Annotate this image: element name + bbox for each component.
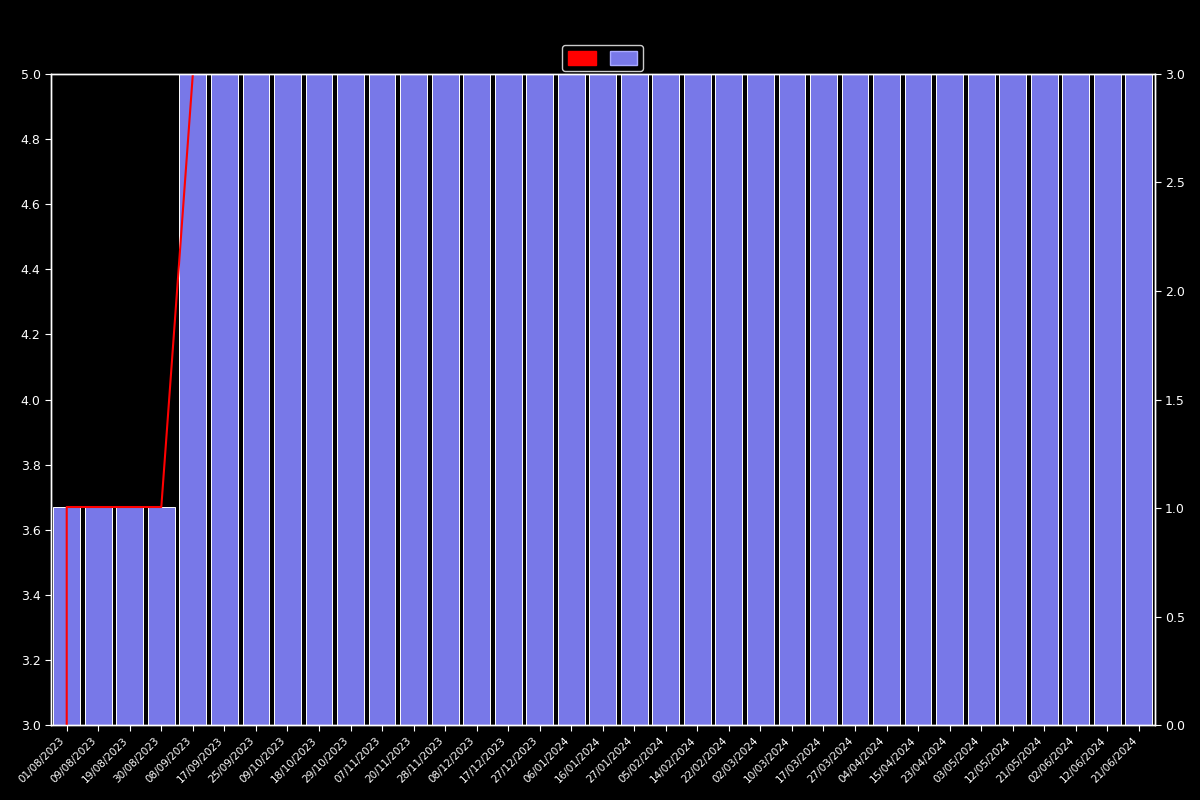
Bar (274, 74, 301, 725)
Bar (494, 74, 522, 725)
Bar (841, 74, 869, 725)
Bar (1000, 74, 1026, 725)
Bar (337, 74, 364, 725)
Bar (620, 74, 648, 725)
Bar (148, 507, 175, 725)
Bar (242, 74, 269, 725)
Bar (653, 74, 679, 725)
Bar (684, 74, 710, 725)
Bar (748, 74, 774, 725)
Bar (400, 74, 427, 725)
Bar (1094, 74, 1121, 725)
Bar (116, 507, 143, 725)
Bar (53, 507, 80, 725)
Bar (905, 74, 931, 725)
Bar (589, 74, 616, 725)
Bar (715, 74, 743, 725)
Bar (779, 74, 805, 725)
Bar (368, 74, 396, 725)
Bar (306, 74, 332, 725)
Bar (211, 74, 238, 725)
Bar (180, 74, 206, 725)
Bar (463, 74, 490, 725)
Bar (432, 74, 458, 725)
Bar (1062, 74, 1090, 725)
Bar (810, 74, 836, 725)
Bar (967, 74, 995, 725)
Bar (874, 74, 900, 725)
Bar (1031, 74, 1057, 725)
Bar (936, 74, 964, 725)
Bar (558, 74, 584, 725)
Bar (85, 507, 112, 725)
Bar (527, 74, 553, 725)
Bar (1126, 74, 1152, 725)
Legend: , : , (563, 45, 643, 71)
